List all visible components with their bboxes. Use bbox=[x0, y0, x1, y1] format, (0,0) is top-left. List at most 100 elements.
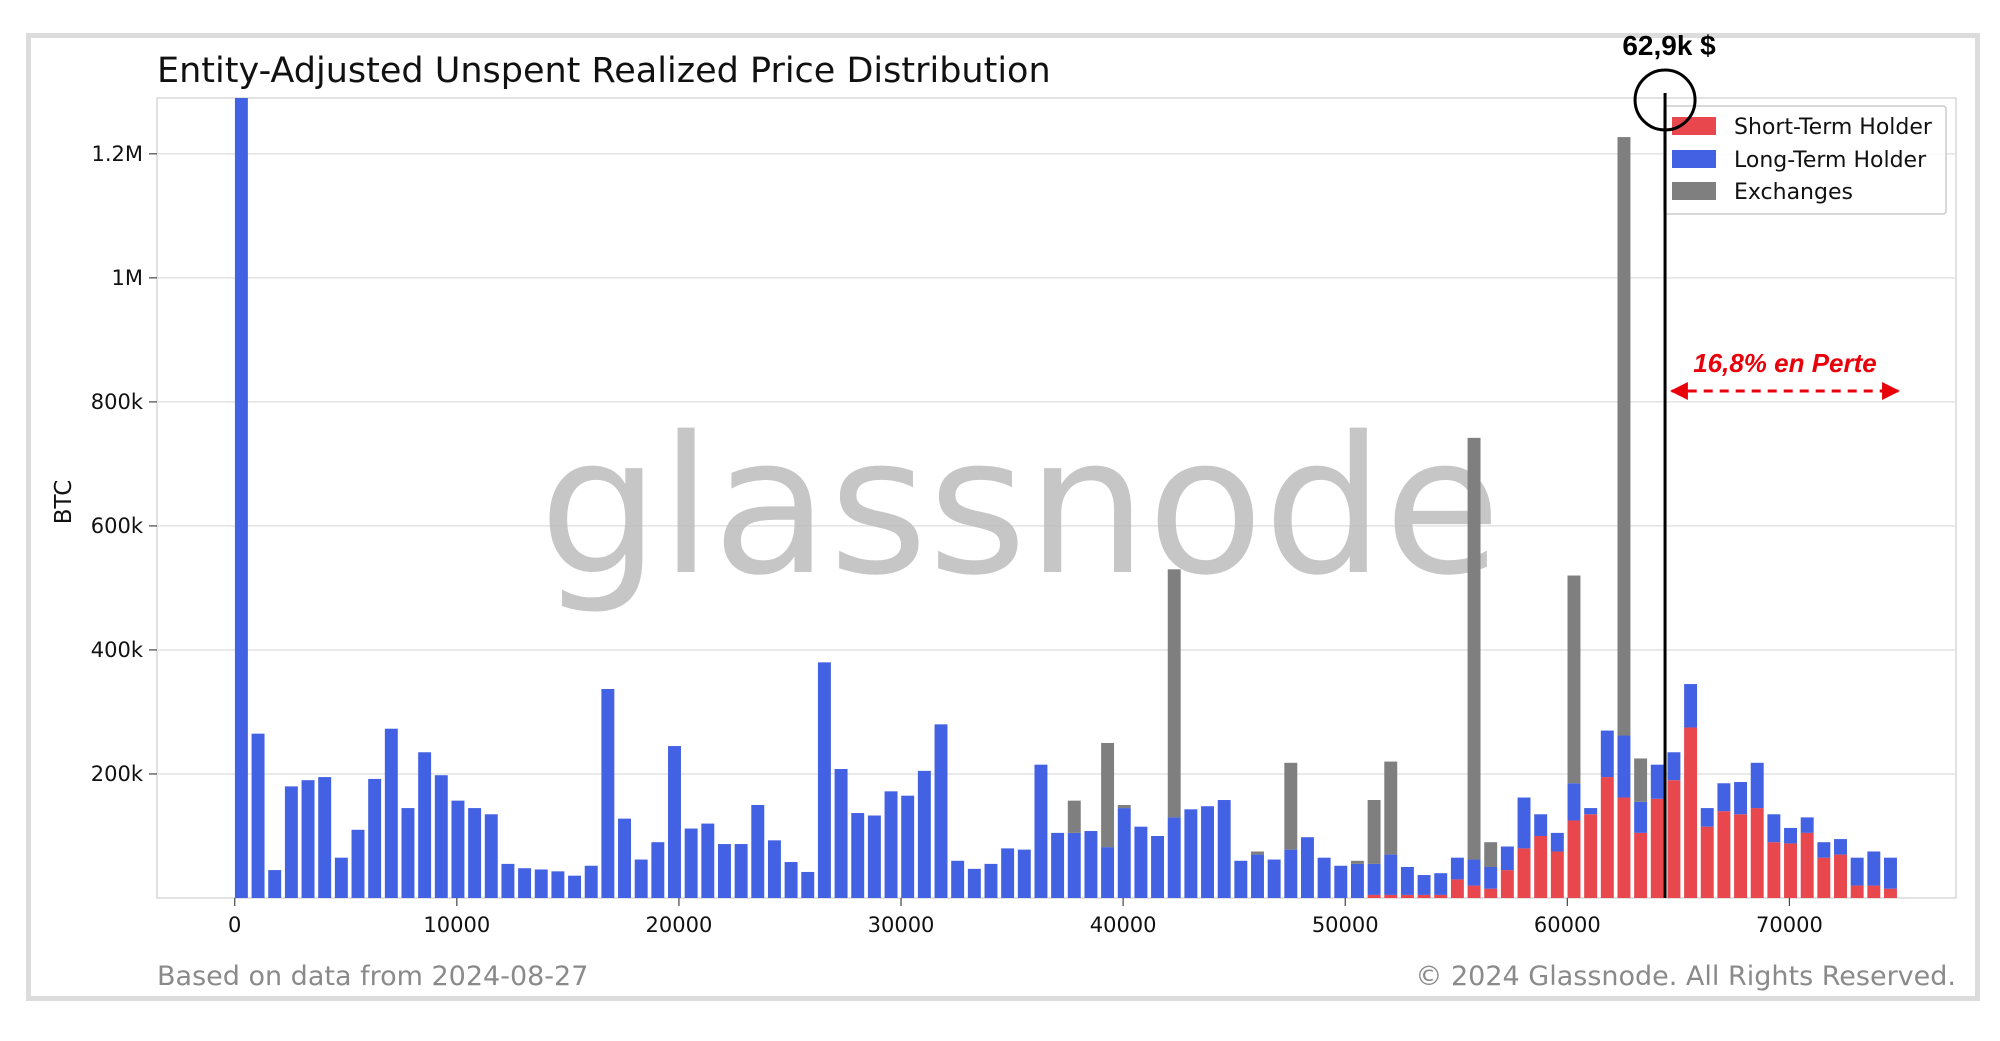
y-axis-ticks: 200k 400k 600k 800k 1M 1.2M bbox=[91, 142, 157, 786]
price-annotation: 62,9k $ bbox=[1622, 30, 1716, 898]
bar-long-term-holder bbox=[884, 791, 898, 898]
bar-long-term-holder bbox=[817, 662, 831, 898]
bar-long-term-holder bbox=[318, 777, 332, 898]
bar-short-term-holder bbox=[1567, 820, 1581, 898]
legend-label-lth: Long-Term Holder bbox=[1734, 148, 1927, 173]
bar-long-term-holder bbox=[1634, 801, 1648, 833]
legend-label-sth: Short-Term Holder bbox=[1734, 115, 1933, 140]
bar-long-term-holder bbox=[834, 769, 848, 898]
bar-long-term-holder bbox=[384, 728, 398, 898]
bar-long-term-holder bbox=[1867, 851, 1881, 886]
bar-exchanges bbox=[1484, 842, 1498, 867]
bar-long-term-holder bbox=[1067, 832, 1081, 898]
bar-long-term-holder bbox=[1467, 859, 1481, 886]
bar-long-term-holder bbox=[534, 869, 548, 898]
bar-long-term-holder bbox=[351, 829, 365, 898]
bar-long-term-holder bbox=[234, 98, 248, 898]
bar-long-term-holder bbox=[551, 871, 565, 898]
bar-long-term-holder bbox=[1434, 873, 1448, 895]
bar-long-term-holder bbox=[518, 868, 532, 898]
bar-long-term-holder bbox=[568, 875, 582, 898]
bar-long-term-holder bbox=[867, 815, 881, 898]
bar-long-term-holder bbox=[1134, 826, 1148, 898]
loss-annotation: 16,8% en Perte bbox=[1669, 348, 1901, 400]
bar-long-term-holder bbox=[1534, 814, 1548, 836]
bar-exchanges bbox=[1101, 742, 1115, 848]
bar-long-term-holder bbox=[1617, 735, 1631, 798]
bar-long-term-holder bbox=[1817, 842, 1831, 858]
bar-exchanges bbox=[1251, 851, 1264, 855]
bar-short-term-holder bbox=[1600, 777, 1614, 898]
legend: Short-Term Holder Long-Term Holder Excha… bbox=[1663, 105, 1947, 215]
bar-long-term-holder bbox=[984, 863, 998, 898]
bar-long-term-holder bbox=[717, 844, 731, 898]
bar-short-term-holder bbox=[1717, 811, 1731, 898]
bar-long-term-holder bbox=[734, 844, 748, 898]
bar-long-term-holder bbox=[1450, 857, 1464, 880]
legend-swatch-exchanges bbox=[1672, 182, 1716, 200]
bar-long-term-holder bbox=[951, 860, 965, 898]
bar-long-term-holder bbox=[1767, 814, 1781, 843]
bar-long-term-holder bbox=[1117, 808, 1131, 898]
bar-long-term-holder bbox=[1284, 849, 1298, 898]
bar-long-term-holder bbox=[1167, 817, 1181, 898]
bar-short-term-holder bbox=[1534, 835, 1548, 898]
bar-short-term-holder bbox=[1800, 832, 1814, 898]
bar-long-term-holder bbox=[1051, 832, 1065, 898]
x-tick-label: 30000 bbox=[868, 913, 935, 937]
bar-long-term-holder bbox=[1367, 863, 1381, 895]
bar-long-term-holder bbox=[251, 733, 265, 898]
bar-long-term-holder bbox=[1567, 783, 1581, 821]
bar-short-term-holder bbox=[1750, 808, 1764, 898]
y-tick-label: 200k bbox=[91, 762, 144, 786]
bar-short-term-holder bbox=[1550, 851, 1564, 898]
bar-long-term-holder bbox=[368, 778, 382, 898]
bar-long-term-holder bbox=[1234, 860, 1248, 898]
bar-short-term-holder bbox=[1850, 885, 1864, 898]
bar-short-term-holder bbox=[1617, 797, 1631, 898]
legend-label-exchanges: Exchanges bbox=[1734, 180, 1853, 205]
bar-long-term-holder bbox=[1267, 859, 1281, 898]
bar-long-term-holder bbox=[934, 724, 948, 898]
bar-long-term-holder bbox=[1400, 866, 1414, 895]
bar-long-term-holder bbox=[451, 800, 465, 898]
bar-long-term-holder bbox=[1384, 854, 1398, 895]
bar-long-term-holder bbox=[1517, 797, 1531, 849]
bar-long-term-holder bbox=[1650, 764, 1664, 799]
bar-long-term-holder bbox=[1684, 684, 1698, 728]
chart-title: Entity-Adjusted Unspent Realized Price D… bbox=[157, 51, 1051, 91]
x-tick-label: 10000 bbox=[423, 913, 490, 937]
bar-long-term-holder bbox=[418, 752, 432, 898]
x-tick-label: 50000 bbox=[1312, 913, 1379, 937]
bar-short-term-holder bbox=[1450, 879, 1464, 898]
bar-long-term-holder bbox=[901, 795, 915, 898]
x-axis-ticks: 0 10000 20000 30000 40000 50000 60000 70000 bbox=[228, 898, 1823, 937]
bar-long-term-holder bbox=[1500, 846, 1514, 871]
y-tick-label: 800k bbox=[91, 390, 144, 414]
bar-long-term-holder bbox=[584, 865, 598, 898]
bar-long-term-holder bbox=[1184, 809, 1198, 898]
bar-long-term-holder bbox=[1350, 863, 1364, 898]
bar-long-term-holder bbox=[1201, 806, 1214, 898]
bar-long-term-holder bbox=[301, 780, 315, 898]
bar-short-term-holder bbox=[1784, 843, 1798, 898]
bar-long-term-holder bbox=[1834, 839, 1847, 855]
bar-short-term-holder bbox=[1884, 888, 1897, 898]
bar-short-term-holder bbox=[1767, 842, 1781, 898]
bar-long-term-holder bbox=[1417, 875, 1431, 895]
bar-long-term-holder bbox=[1884, 857, 1897, 889]
bar-long-term-holder bbox=[784, 862, 798, 898]
bar-exchanges bbox=[1284, 762, 1298, 850]
footer-source: Based on data from 2024-08-27 bbox=[157, 961, 588, 992]
bar-exchanges bbox=[1617, 137, 1631, 736]
bar-long-term-holder bbox=[501, 863, 515, 898]
bar-long-term-holder bbox=[1317, 857, 1331, 898]
bar-long-term-holder bbox=[634, 859, 648, 898]
bar-long-term-holder bbox=[1034, 764, 1048, 898]
x-tick-label: 0 bbox=[228, 913, 241, 937]
bar-long-term-holder bbox=[1584, 808, 1598, 815]
bar-short-term-holder bbox=[1367, 894, 1381, 898]
bar-long-term-holder bbox=[1001, 848, 1015, 898]
x-tick-label: 70000 bbox=[1756, 913, 1823, 937]
bar-long-term-holder bbox=[1101, 847, 1115, 898]
